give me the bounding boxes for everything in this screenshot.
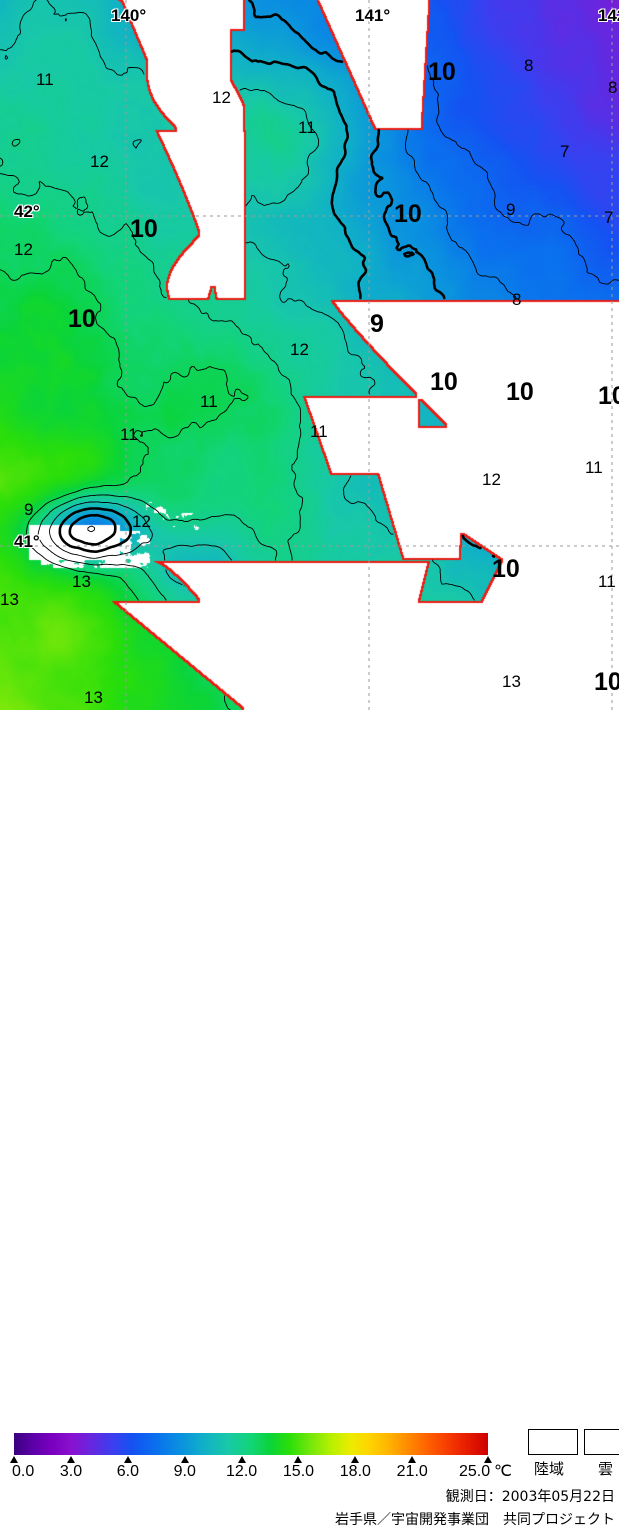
longitude-label: 141° (355, 6, 390, 26)
colorbar-tick-label: 25.0 (459, 1463, 490, 1481)
colorbar-tick-label: 0.0 (12, 1463, 34, 1481)
colorbar-tick (238, 1456, 246, 1463)
colorbar-tick (124, 1456, 132, 1463)
colorbar-tick-label: 15.0 (283, 1463, 314, 1481)
contour-path (428, 66, 619, 284)
contour-label: 12 (290, 340, 309, 360)
contour-label: 7 (560, 142, 569, 162)
contour-path (0, 257, 248, 710)
contour-label: 12 (212, 88, 231, 108)
contour-label: 11 (585, 458, 603, 478)
contour-label: 11 (36, 70, 54, 90)
longitude-label: 140° (111, 6, 146, 26)
colorbar-tick-label: 18.0 (340, 1463, 371, 1481)
cloud-swatch-label: 雲 (598, 1458, 613, 1479)
contour-label: 13 (72, 572, 91, 592)
contour-label: 9 (24, 500, 33, 520)
colorbar-tick (484, 1456, 492, 1463)
land-swatch-label: 陸域 (534, 1458, 564, 1479)
sst-map-page: 140° 141° 142° 42° 41° 11 12 12 10 10 12 11 10 10 8 8 7… (0, 0, 619, 820)
land-swatch-box (528, 1429, 578, 1455)
contour-label: 12 (14, 240, 33, 260)
observation-date: 観測日：2003年05月22日 (279, 1486, 615, 1506)
colorbar-tick (10, 1456, 18, 1463)
contour-label: 11 (120, 425, 138, 445)
contour-path (60, 51, 494, 557)
contour-label: 10 (594, 668, 619, 697)
latitude-label: 41° (14, 532, 40, 552)
colorbar-tick-label: 21.0 (397, 1463, 428, 1481)
colorbar-tick (67, 1456, 75, 1463)
colorbar-tick-label: 12.0 (226, 1463, 257, 1481)
contour-label: 12 (482, 470, 501, 490)
contour-label: 11 (298, 118, 316, 138)
project-credit: 岩手県／宇宙開発事業団 共同プロジェクト (239, 1509, 615, 1529)
colorbar-tick (181, 1456, 189, 1463)
contour-label: 10 (492, 555, 520, 584)
contour-label: 13 (0, 590, 19, 610)
colorbar-tick-label: 3.0 (60, 1463, 82, 1481)
contour-label: 10 (68, 305, 96, 334)
contour-label: 10 (394, 200, 422, 229)
contour-label: 10 (130, 215, 158, 244)
contour-label: 7 (604, 208, 613, 228)
contour-label: 11 (200, 392, 218, 412)
contour-label: 11 (598, 572, 616, 592)
contour-label: 10 (506, 378, 534, 407)
colorbar-tick (294, 1456, 302, 1463)
contour-lines (0, 0, 619, 710)
contour-label: 13 (84, 688, 103, 708)
colorbar-tick (408, 1456, 416, 1463)
contour-label: 9 (370, 310, 384, 339)
contour-label: 10 (430, 368, 458, 397)
latitude-label: 42° (14, 202, 40, 222)
contour-label: 12 (132, 512, 151, 532)
colorbar-tick-label: 9.0 (174, 1463, 196, 1481)
contour-path (88, 130, 516, 532)
map-overlay (0, 0, 619, 710)
colorbar-tick (351, 1456, 359, 1463)
contour-label: 8 (608, 78, 617, 98)
colorbar-unit-label: ℃ (494, 1461, 512, 1481)
contour-label: 10 (598, 382, 619, 411)
contour-label: 8 (524, 56, 533, 76)
contour-label: 9 (506, 200, 515, 220)
cloud-swatch-box (584, 1429, 619, 1455)
contour-label: 12 (90, 152, 109, 172)
longitude-label: 142° (598, 6, 619, 26)
contour-label: 13 (502, 672, 521, 692)
contour-label: 10 (428, 58, 456, 87)
contour-label: 11 (310, 422, 328, 442)
colorbar-gradient (14, 1433, 488, 1455)
map-area[interactable]: 140° 141° 142° 42° 41° 11 12 12 10 10 12 11 10 10 8 8 7… (0, 0, 619, 710)
contour-path (0, 0, 474, 600)
contour-label: 8 (512, 290, 521, 310)
graticule-gridlines (0, 0, 619, 710)
colorbar-tick-label: 6.0 (117, 1463, 139, 1481)
